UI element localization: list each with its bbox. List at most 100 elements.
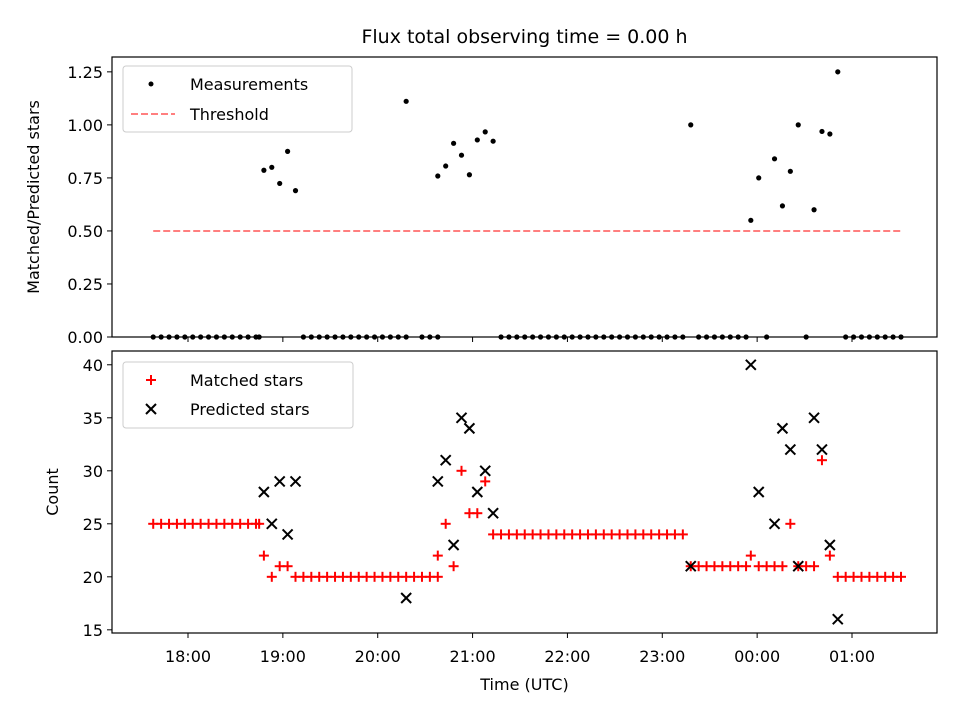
measurement-point [292, 188, 299, 194]
matched-star-point [785, 518, 796, 529]
measurement-point [451, 140, 457, 146]
measurement-point [403, 98, 409, 104]
top-y-tick-label: 0.25 [67, 275, 103, 294]
measurement-point [261, 167, 267, 173]
matched-star-point [432, 571, 443, 582]
top-y-axis-label: Matched/Predicted stars [24, 100, 43, 294]
matched-star-point [777, 561, 788, 572]
top-y-tick-label: 1.00 [67, 116, 103, 135]
predicted-star-point [824, 539, 836, 551]
predicted-star-point [816, 443, 828, 456]
predicted-star-point [281, 528, 294, 541]
measurement-point [466, 172, 473, 178]
measurement-point [756, 175, 762, 181]
measurement-point [771, 156, 778, 162]
top-chart-title: Flux total observing time = 0.00 h [361, 26, 687, 48]
legend-matched-marker [146, 375, 156, 385]
predicted-star-point [463, 422, 476, 435]
top-legend: Measurements Threshold [122, 65, 353, 133]
matched-star-point [266, 571, 277, 582]
predicted-star-point [258, 486, 270, 498]
predicted-star-point [792, 560, 804, 572]
measurement-point [827, 131, 833, 137]
matched-star-point [741, 561, 752, 572]
bottom-x-tick-label: 23:00 [639, 647, 685, 666]
predicted-star-point [487, 507, 499, 519]
top-y-tick-label: 0.75 [67, 169, 103, 188]
bottom-y-tick-label: 15 [83, 621, 103, 640]
matched-star-point [480, 476, 491, 487]
measurement-point [835, 69, 841, 75]
predicted-star-point [832, 613, 844, 625]
predicted-star-point [479, 465, 491, 477]
measurement-point [269, 164, 275, 170]
bottom-legend-box [122, 361, 354, 429]
bottom-points-layer [148, 359, 907, 625]
measurement-point [277, 180, 283, 187]
top-y-tick-label: 1.25 [67, 63, 103, 82]
bottom-legend: Matched stars Predicted stars [122, 361, 354, 429]
top-points-layer [150, 69, 904, 340]
matched-star-point [816, 455, 827, 466]
bottom-x-tick-label: 21:00 [450, 647, 496, 666]
bottom-x-tick-label: 19:00 [260, 647, 306, 666]
matched-star-point [254, 518, 265, 529]
bottom-y-tick-label: 40 [83, 356, 103, 375]
predicted-star-point [266, 518, 278, 530]
top-y-tick-label: 0.00 [67, 328, 103, 347]
matched-star-point [745, 550, 756, 561]
matched-star-point [432, 550, 443, 561]
predicted-star-point [400, 592, 412, 604]
measurement-point [458, 152, 465, 158]
measurement-point [443, 163, 449, 169]
predicted-star-point [455, 412, 468, 424]
measurement-point [779, 203, 786, 209]
bottom-x-tick-label: 20:00 [355, 647, 401, 666]
bottom-axes-frame [111, 350, 938, 634]
legend-threshold-label: Threshold [189, 105, 269, 124]
predicted-star-point [289, 475, 302, 488]
predicted-star-point [273, 475, 286, 488]
matched-star-point [896, 571, 907, 582]
measurement-point [474, 137, 480, 143]
matched-star-point [440, 518, 451, 529]
measurement-point [435, 173, 441, 179]
predicted-star-point [447, 539, 460, 551]
matched-star-point [809, 561, 820, 572]
bottom-x-tick-label: 01:00 [829, 647, 875, 666]
predicted-star-point [776, 422, 789, 435]
matched-star-point [824, 550, 835, 561]
predicted-star-point [471, 486, 484, 498]
predicted-star-point [784, 443, 797, 456]
bottom-y-tick-label: 25 [83, 515, 103, 534]
matched-star-point [677, 529, 688, 540]
legend-matched-label: Matched stars [190, 371, 303, 390]
bottom-y-tick-label: 35 [83, 409, 103, 428]
predicted-star-point [808, 412, 820, 424]
bottom-subplot: 15 20 25 30 35 40 18:00 19:00 20:00 21:00 22:00 23… [43, 350, 938, 694]
predicted-star-point [685, 560, 697, 572]
measurement-point [748, 217, 754, 223]
bottom-y-tick-label: 20 [83, 568, 103, 587]
top-legend-box [122, 65, 353, 133]
measurement-point [482, 129, 488, 135]
matched-star-point [448, 561, 459, 572]
top-y-ticks: 0.00 0.25 0.50 0.75 1.00 1.25 [67, 63, 112, 347]
measurement-point [819, 128, 825, 135]
measurement-point [490, 138, 496, 144]
top-axes-frame [111, 56, 938, 338]
matched-star-point [456, 465, 467, 476]
legend-measurements-label: Measurements [190, 75, 308, 94]
predicted-star-point [432, 475, 444, 488]
top-subplot: Flux total observing time = 0.00 h 0.00 0… [24, 26, 938, 347]
measurement-point [787, 168, 793, 174]
bottom-x-ticks: 18:00 19:00 20:00 21:00 22:00 23:00 00:00 01:00 [165, 633, 875, 666]
predicted-star-point [768, 518, 781, 530]
bottom-x-tick-label: 22:00 [544, 647, 590, 666]
matched-star-point [282, 561, 293, 572]
measurement-point [795, 122, 801, 128]
bottom-y-axis-label: Count [43, 468, 62, 516]
matched-star-point [258, 550, 269, 561]
matched-star-point [472, 508, 483, 519]
